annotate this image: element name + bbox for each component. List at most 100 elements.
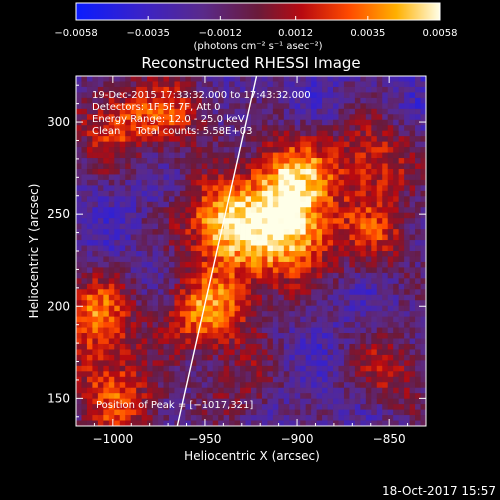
heatmap-cell (382, 409, 389, 416)
heatmap-cell (229, 387, 235, 394)
heatmap-cell (278, 322, 285, 328)
heatmap-cell (354, 152, 361, 159)
heatmap-cell (185, 168, 192, 175)
heatmap-cell (354, 261, 361, 268)
heatmap-cell (81, 261, 88, 268)
heatmap-cell (190, 174, 197, 181)
heatmap-cell (256, 305, 263, 312)
heatmap-cell (278, 158, 285, 164)
heatmap-cell (294, 125, 301, 132)
heatmap-cell (289, 349, 296, 356)
heatmap-cell (158, 97, 164, 104)
heatmap-cell (393, 278, 400, 285)
heatmap-cell (163, 218, 170, 225)
heatmap-cell (245, 92, 252, 99)
heatmap-cell (289, 81, 296, 88)
heatmap-cell (245, 196, 252, 203)
heatmap-cell (190, 185, 197, 192)
heatmap-cell (409, 360, 416, 367)
heatmap-cell (261, 114, 268, 121)
heatmap-cell (294, 119, 301, 126)
heatmap-cell (267, 409, 274, 416)
heatmap-cell (333, 174, 339, 181)
heatmap-cell (376, 327, 383, 334)
heatmap-cell (174, 272, 181, 279)
heatmap-cell (207, 283, 214, 290)
heatmap-cell (218, 125, 225, 132)
heatmap-cell (261, 190, 268, 197)
heatmap-cell (76, 190, 82, 197)
heatmap-cell (152, 103, 159, 110)
heatmap-cell (119, 300, 126, 307)
heatmap-cell (174, 404, 181, 410)
heatmap-cell (196, 420, 203, 426)
heatmap-cell (201, 125, 208, 132)
heatmap-cell (349, 81, 356, 88)
heatmap-cell (256, 261, 263, 268)
heatmap-cell (147, 333, 153, 339)
heatmap-cell (125, 147, 132, 153)
heatmap-cell (327, 376, 334, 383)
heatmap-cell (398, 196, 405, 203)
heatmap-cell (147, 354, 153, 361)
heatmap-cell (196, 174, 203, 181)
heatmap-cell (420, 185, 426, 192)
heatmap-cell (338, 125, 345, 132)
heatmap-cell (163, 371, 170, 378)
heatmap-cell (152, 256, 159, 263)
heatmap-cell (147, 201, 153, 208)
heatmap-cell (289, 114, 296, 121)
heatmap-cell (316, 218, 323, 225)
heatmap-cell (415, 190, 421, 197)
heatmap-cell (229, 185, 235, 192)
heatmap-cell (251, 322, 257, 328)
y-axis-label: Heliocentric Y (arcsec) (27, 184, 41, 319)
heatmap-cell (185, 322, 192, 328)
heatmap-cell (316, 300, 323, 307)
heatmap-cell (245, 223, 252, 230)
heatmap-cell (190, 196, 197, 203)
heatmap-cell (343, 136, 350, 143)
heatmap-cell (354, 158, 361, 164)
heatmap-cell (278, 300, 285, 307)
heatmap-cell (218, 240, 225, 246)
heatmap-cell (343, 196, 350, 203)
heatmap-cell (229, 261, 235, 268)
heatmap-cell (278, 354, 285, 361)
heatmap-cell (97, 415, 104, 421)
heatmap-cell (92, 365, 99, 372)
heatmap-cell (207, 354, 214, 361)
heatmap-cell (322, 163, 328, 170)
heatmap-cell (409, 185, 416, 192)
heatmap-cell (294, 108, 301, 115)
heatmap-cell (311, 261, 318, 268)
heatmap-cell (387, 376, 394, 383)
heatmap-cell (382, 136, 389, 143)
heatmap-cell (398, 152, 405, 159)
heatmap-cell (261, 256, 268, 263)
heatmap-cell (420, 322, 426, 328)
heatmap-cell (81, 168, 88, 175)
heatmap-cell (190, 218, 197, 225)
heatmap-cell (114, 305, 121, 312)
heatmap-cell (349, 349, 356, 356)
heatmap-cell (108, 261, 115, 268)
heatmap-cell (289, 158, 296, 164)
heatmap-cell (97, 174, 104, 181)
heatmap-cell (229, 130, 235, 137)
heatmap-cell (354, 294, 361, 301)
heatmap-cell (185, 97, 192, 104)
heatmap-cell (152, 283, 159, 290)
heatmap-cell (415, 174, 421, 181)
heatmap-cell (311, 382, 318, 389)
heatmap-cell (289, 136, 296, 143)
heatmap-cell (223, 305, 230, 312)
heatmap-cell (316, 196, 323, 203)
heatmap-cell (349, 333, 356, 339)
heatmap-cell (141, 283, 148, 290)
heatmap-cell (201, 283, 208, 290)
heatmap-cell (92, 283, 99, 290)
heatmap-cell (114, 245, 121, 252)
heatmap-cell (119, 382, 126, 389)
heatmap-cell (376, 196, 383, 203)
